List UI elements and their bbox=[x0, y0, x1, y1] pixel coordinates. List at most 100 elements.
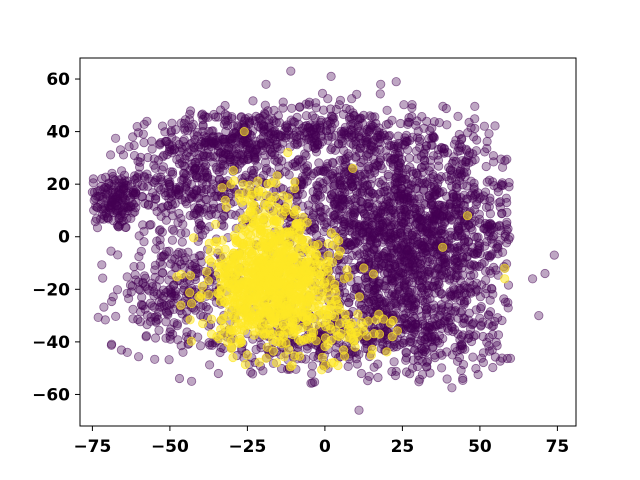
data-point bbox=[469, 260, 479, 270]
data-point bbox=[219, 211, 229, 221]
data-point bbox=[375, 155, 385, 165]
data-point bbox=[186, 191, 196, 201]
data-point bbox=[491, 265, 501, 275]
data-point bbox=[111, 133, 121, 143]
data-point bbox=[272, 171, 282, 181]
data-point bbox=[310, 143, 321, 154]
data-point bbox=[349, 111, 359, 121]
data-point bbox=[125, 201, 135, 211]
data-point bbox=[404, 153, 414, 163]
data-point bbox=[488, 362, 498, 373]
data-point bbox=[265, 307, 275, 318]
data-point bbox=[220, 296, 230, 307]
data-point bbox=[128, 304, 138, 314]
data-point bbox=[488, 329, 498, 340]
data-point bbox=[186, 336, 196, 346]
data-point bbox=[475, 313, 485, 323]
data-point bbox=[465, 324, 476, 334]
data-point bbox=[185, 287, 195, 298]
data-point bbox=[402, 245, 413, 255]
data-point bbox=[420, 156, 430, 166]
data-point bbox=[281, 133, 291, 143]
data-point bbox=[108, 171, 118, 182]
data-point bbox=[367, 112, 377, 122]
data-point bbox=[134, 252, 144, 262]
data-point bbox=[180, 154, 190, 164]
data-point bbox=[438, 242, 448, 252]
data-point bbox=[191, 264, 201, 275]
data-point bbox=[492, 242, 503, 252]
data-point bbox=[307, 361, 317, 371]
data-point bbox=[136, 152, 146, 162]
data-point bbox=[297, 222, 307, 232]
data-point bbox=[451, 257, 461, 267]
data-point bbox=[213, 368, 223, 379]
data-point bbox=[190, 163, 200, 173]
data-point bbox=[122, 272, 132, 282]
data-point bbox=[146, 220, 156, 230]
data-point bbox=[228, 165, 238, 176]
x-tick-label: −50 bbox=[151, 437, 189, 457]
data-point bbox=[170, 262, 180, 272]
data-point bbox=[323, 256, 333, 266]
data-point bbox=[484, 129, 494, 139]
data-point bbox=[387, 331, 397, 342]
data-point bbox=[304, 134, 314, 144]
data-point bbox=[166, 167, 176, 177]
data-point bbox=[320, 341, 330, 352]
data-point bbox=[196, 341, 206, 351]
data-point bbox=[393, 168, 404, 178]
data-point bbox=[139, 138, 149, 148]
data-point bbox=[419, 346, 429, 357]
data-point bbox=[302, 316, 312, 327]
data-point bbox=[364, 185, 374, 195]
data-point bbox=[359, 235, 369, 245]
data-point bbox=[488, 321, 498, 331]
data-point bbox=[284, 170, 294, 180]
data-point bbox=[466, 176, 476, 186]
data-point bbox=[128, 314, 138, 324]
data-point bbox=[204, 290, 214, 300]
data-point bbox=[254, 357, 264, 367]
data-point bbox=[182, 178, 192, 188]
data-point bbox=[153, 182, 164, 192]
data-point bbox=[385, 318, 395, 328]
data-point bbox=[400, 270, 410, 280]
data-point bbox=[384, 224, 394, 234]
data-point bbox=[271, 358, 282, 368]
data-point bbox=[104, 178, 114, 188]
data-point bbox=[398, 219, 409, 229]
data-point bbox=[485, 196, 495, 206]
data-point bbox=[377, 164, 387, 174]
data-point bbox=[373, 372, 383, 383]
data-point bbox=[481, 161, 491, 172]
data-point bbox=[366, 350, 376, 360]
data-point bbox=[346, 209, 356, 219]
data-point bbox=[150, 354, 160, 364]
data-point bbox=[117, 166, 127, 176]
data-point bbox=[279, 352, 289, 362]
data-point bbox=[99, 302, 109, 312]
data-point bbox=[97, 174, 107, 184]
data-point bbox=[494, 221, 505, 231]
data-point bbox=[333, 360, 343, 371]
data-point bbox=[239, 196, 250, 206]
data-point bbox=[320, 360, 330, 371]
data-point bbox=[426, 173, 436, 183]
data-point bbox=[151, 317, 161, 327]
data-point bbox=[197, 109, 208, 119]
y-tick-label: −60 bbox=[32, 385, 70, 405]
data-point bbox=[244, 294, 254, 305]
data-point bbox=[136, 246, 146, 256]
data-point bbox=[117, 174, 127, 184]
data-point bbox=[219, 321, 229, 331]
data-point bbox=[356, 368, 366, 379]
data-point bbox=[309, 169, 319, 179]
data-point bbox=[240, 114, 250, 124]
data-point bbox=[472, 135, 482, 145]
data-point bbox=[309, 377, 320, 387]
data-point bbox=[396, 228, 406, 239]
data-point bbox=[549, 250, 559, 260]
data-point bbox=[276, 298, 286, 308]
data-point bbox=[228, 291, 238, 301]
